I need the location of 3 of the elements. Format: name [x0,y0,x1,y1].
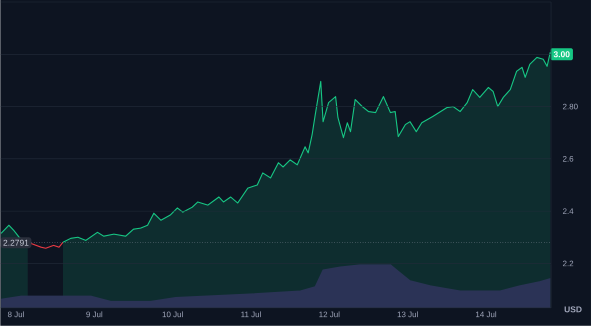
ref-line-label: 2.2791 [3,240,28,246]
annotation: 3.00 [554,51,570,58]
y-axis-title: USD [564,306,582,312]
